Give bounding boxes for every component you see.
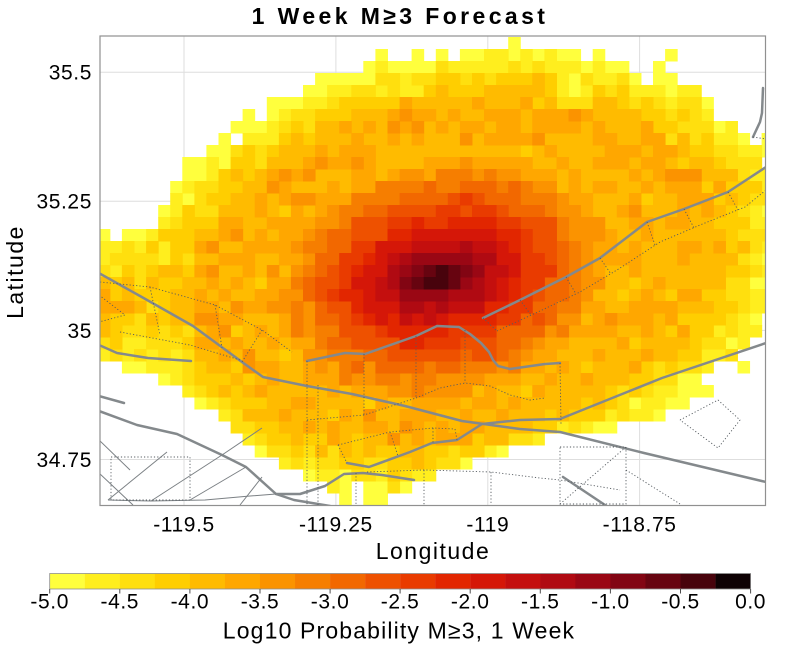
svg-text:34.75: 34.75 xyxy=(36,449,92,472)
svg-text:Latitude: Latitude xyxy=(2,225,28,319)
svg-text:35: 35 xyxy=(67,320,92,343)
svg-text:-2.0: -2.0 xyxy=(451,591,490,614)
svg-text:-119.5: -119.5 xyxy=(153,514,215,537)
svg-text:-2.5: -2.5 xyxy=(381,591,420,614)
svg-text:-4.0: -4.0 xyxy=(171,591,210,614)
svg-text:-119: -119 xyxy=(466,514,509,537)
svg-text:Log10 Probability M≥3, 1 Week: Log10 Probability M≥3, 1 Week xyxy=(223,618,575,644)
svg-text:35.25: 35.25 xyxy=(36,191,92,214)
svg-text:-1.5: -1.5 xyxy=(521,591,560,614)
svg-text:-0.5: -0.5 xyxy=(661,591,700,614)
svg-text:1 Week M≥3 Forecast: 1 Week M≥3 Forecast xyxy=(252,3,549,29)
svg-text:-1.0: -1.0 xyxy=(591,591,630,614)
svg-text:-4.5: -4.5 xyxy=(101,591,140,614)
svg-text:0.0: 0.0 xyxy=(735,591,766,614)
svg-text:-3.5: -3.5 xyxy=(241,591,280,614)
svg-text:-119.25: -119.25 xyxy=(299,514,373,537)
svg-text:-5.0: -5.0 xyxy=(30,591,69,614)
svg-text:35.5: 35.5 xyxy=(49,62,92,85)
svg-text:Longitude: Longitude xyxy=(376,538,491,564)
svg-text:-3.0: -3.0 xyxy=(311,591,350,614)
svg-text:-118.75: -118.75 xyxy=(603,514,677,537)
